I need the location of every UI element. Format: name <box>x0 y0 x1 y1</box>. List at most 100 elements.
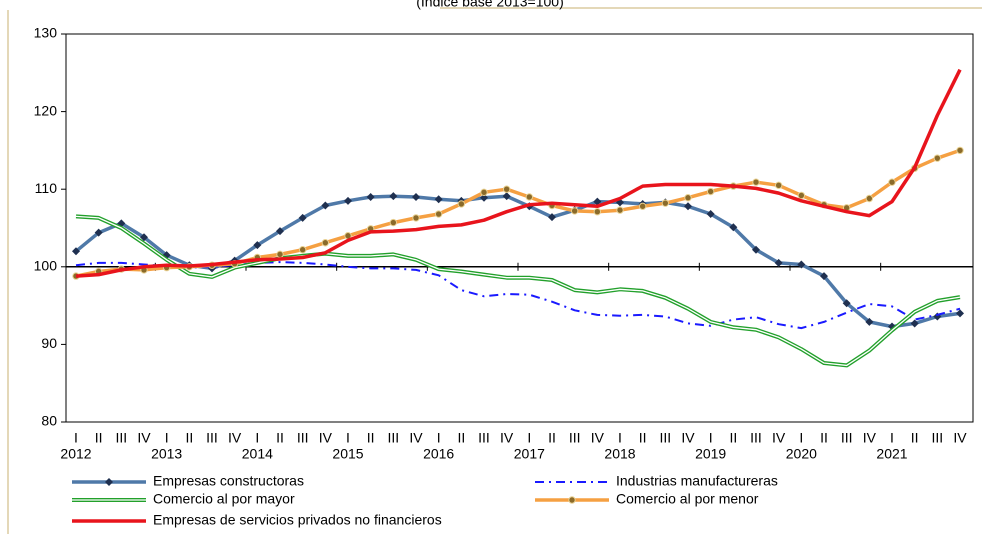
point <box>820 272 828 281</box>
y-tick-label: 110 <box>35 180 58 196</box>
x-tick-label: IV <box>228 430 242 446</box>
x-tick-label: I <box>618 430 622 446</box>
point <box>706 210 715 219</box>
year-label: 2016 <box>423 446 454 462</box>
x-tick-label: I <box>709 430 713 446</box>
x-tick-label: I <box>255 430 259 446</box>
point <box>366 192 375 201</box>
x-tick-label: IV <box>591 430 605 446</box>
point <box>933 154 942 162</box>
y-tick-label: 120 <box>34 102 58 118</box>
legend-marker <box>105 478 113 486</box>
plot-area <box>65 33 974 423</box>
year-label: 2019 <box>695 446 726 462</box>
point <box>684 194 692 202</box>
x-tick-label: II <box>276 430 284 446</box>
point <box>389 192 398 201</box>
year-label: 2020 <box>786 446 817 462</box>
point <box>412 214 420 222</box>
point <box>434 195 443 204</box>
point <box>253 241 262 250</box>
x-tick-label: III <box>659 430 671 446</box>
x-tick-label: III <box>206 430 218 446</box>
point <box>752 245 760 254</box>
legend-label: Industrias manufactureras <box>616 473 778 489</box>
point <box>684 202 692 211</box>
legend-label: Comercio al por menor <box>616 491 759 507</box>
year-label: 2015 <box>332 446 363 462</box>
x-tick-label: III <box>478 430 490 446</box>
point <box>548 213 556 222</box>
x-tick-label: I <box>799 430 803 446</box>
x-tick-label: I <box>74 430 78 446</box>
point <box>752 178 760 186</box>
point <box>888 178 896 186</box>
point <box>480 193 488 202</box>
x-tick-label: IV <box>319 430 333 446</box>
series-line <box>75 148 961 278</box>
series-line <box>74 194 961 329</box>
x-tick-label: III <box>387 430 399 446</box>
point <box>502 192 511 201</box>
x-tick-label: II <box>729 430 737 446</box>
point <box>525 193 534 201</box>
x-tick-label: II <box>95 430 103 446</box>
point <box>570 207 579 215</box>
point <box>729 223 738 232</box>
x-tick-label: III <box>297 430 309 446</box>
x-tick-label: II <box>548 430 556 446</box>
x-tick-label: III <box>750 430 762 446</box>
x-tick-label: III <box>931 430 943 446</box>
point <box>593 208 602 216</box>
series-line <box>75 68 962 278</box>
year-label: 2012 <box>60 446 91 462</box>
x-tick-label: I <box>890 430 894 446</box>
point <box>774 181 783 190</box>
y-tick-label: 130 <box>34 25 58 41</box>
point <box>797 260 806 269</box>
y-tick-label: 80 <box>41 413 57 429</box>
x-tick-label: IV <box>409 430 423 446</box>
x-tick-label: I <box>437 430 441 446</box>
point <box>502 185 511 193</box>
point <box>956 146 964 155</box>
point <box>94 228 103 237</box>
x-tick-label: IV <box>681 430 695 446</box>
point <box>480 188 488 197</box>
point <box>72 247 80 256</box>
year-label: 2013 <box>151 446 182 462</box>
series-line <box>75 261 961 330</box>
point <box>298 213 307 222</box>
year-label: 2018 <box>604 446 635 462</box>
legend-marker <box>568 496 576 504</box>
x-tick-label: IV <box>953 430 967 446</box>
point <box>389 218 398 227</box>
point <box>140 233 148 242</box>
point <box>956 309 964 318</box>
year-label: 2017 <box>514 446 545 462</box>
point <box>276 227 284 236</box>
point <box>593 197 602 206</box>
chart-title: (Índice base 2013=100) <box>416 0 564 10</box>
y-tick-label: 90 <box>41 335 57 351</box>
point <box>865 194 874 203</box>
x-tick-label: IV <box>863 430 877 446</box>
point <box>638 202 647 210</box>
x-tick-label: II <box>367 430 375 446</box>
legend-label: Comercio al por mayor <box>153 491 295 507</box>
x-tick-label: II <box>820 430 828 446</box>
x-tick-label: III <box>569 430 581 446</box>
year-label: 2021 <box>876 446 907 462</box>
point <box>706 187 715 196</box>
year-label: 2014 <box>242 446 273 462</box>
x-tick-label: I <box>527 430 531 446</box>
legend-label: Empresas constructoras <box>153 473 304 489</box>
point <box>321 239 330 247</box>
point <box>321 201 330 210</box>
series-line <box>75 214 961 368</box>
x-tick-label: II <box>911 430 919 446</box>
point <box>842 299 851 308</box>
x-tick-label: II <box>185 430 193 446</box>
x-tick-label: II <box>457 430 465 446</box>
